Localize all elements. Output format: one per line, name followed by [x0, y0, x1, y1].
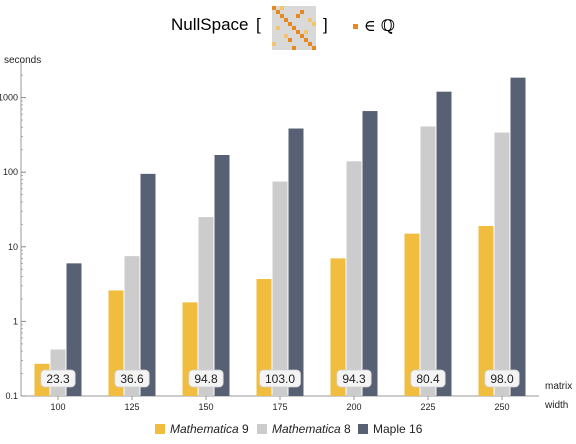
data-label-box [188, 369, 224, 388]
legend-item-mathematica8: Mathematica 8 [257, 422, 351, 436]
x-axis-label: matrix [545, 381, 572, 392]
x-tick-label: 250 [494, 402, 509, 412]
sparse-matrix-icon [272, 6, 316, 50]
legend-swatch-mathematica9 [155, 424, 165, 434]
data-label: 80.4 [416, 372, 440, 386]
title-text: NullSpace [171, 15, 249, 34]
y-axis-label: seconds [4, 55, 41, 66]
legend-swatch-mathematica8 [257, 424, 267, 434]
bar-mathematica9 [404, 233, 420, 396]
data-label-box [336, 369, 372, 388]
data-label-box [410, 369, 446, 388]
bar-maple16 [140, 173, 156, 396]
title-close-bracket: ] [323, 15, 328, 34]
bar-maple16 [362, 111, 378, 396]
x-axis-label: width [544, 400, 568, 411]
bar-mathematica9 [478, 226, 494, 396]
legend-swatch-maple16 [358, 424, 368, 434]
bar-mathematica8 [346, 161, 362, 396]
data-label: 94.8 [194, 372, 218, 386]
y-tick-label: 1 [13, 316, 18, 326]
bar-mathematica8 [494, 132, 510, 397]
data-label-box [259, 369, 301, 388]
x-tick-label: 225 [420, 402, 435, 412]
legend-item-mathematica9: Mathematica 9 [155, 422, 249, 436]
data-label-box [114, 369, 150, 388]
y-tick-label: 1000 [0, 93, 18, 103]
data-label: 94.3 [342, 372, 366, 386]
chart-legend: Mathematica 9 Mathematica 8 Maple 16 [0, 422, 576, 440]
data-label: 103.0 [265, 372, 295, 386]
y-tick-label: 0.1 [5, 391, 18, 401]
bar-maple16 [436, 91, 452, 397]
x-tick-label: 175 [272, 402, 287, 412]
data-label-box [40, 369, 76, 388]
chart-title: NullSpace [ ] ∈ ℚ [0, 6, 576, 52]
bar-chart: seconds 0.1 1 10 100 1000 100 23.3 125 36.6 150 94.… [0, 55, 572, 412]
x-tick-label: 125 [124, 402, 139, 412]
bar-mathematica8 [198, 217, 214, 396]
matrix-element-swatch [353, 24, 358, 29]
x-tick-label: 200 [346, 402, 361, 412]
y-tick-label: 10 [8, 242, 18, 252]
element-of-rationals: ∈ ℚ [353, 16, 395, 35]
x-tick-label: 150 [198, 402, 213, 412]
legend-item-maple16: Maple 16 [358, 422, 422, 436]
bar-maple16 [510, 77, 526, 397]
bar-mathematica8 [124, 256, 140, 396]
x-tick-label: 100 [50, 402, 65, 412]
bar-mathematica9 [256, 279, 272, 396]
bar-maple16 [66, 263, 82, 396]
bar-mathematica8 [420, 126, 436, 397]
data-label-box [484, 369, 520, 388]
bar-mathematica9 [330, 258, 346, 396]
data-label: 36.6 [120, 372, 144, 386]
title-open-bracket: [ [256, 15, 261, 34]
bar-mathematica8 [272, 181, 288, 396]
data-label: 23.3 [46, 372, 70, 386]
y-tick-label: 100 [3, 167, 18, 177]
bar-maple16 [214, 155, 230, 396]
bar-maple16 [288, 128, 304, 396]
data-label: 98.0 [490, 372, 514, 386]
element-of-text: ∈ ℚ [364, 16, 395, 35]
